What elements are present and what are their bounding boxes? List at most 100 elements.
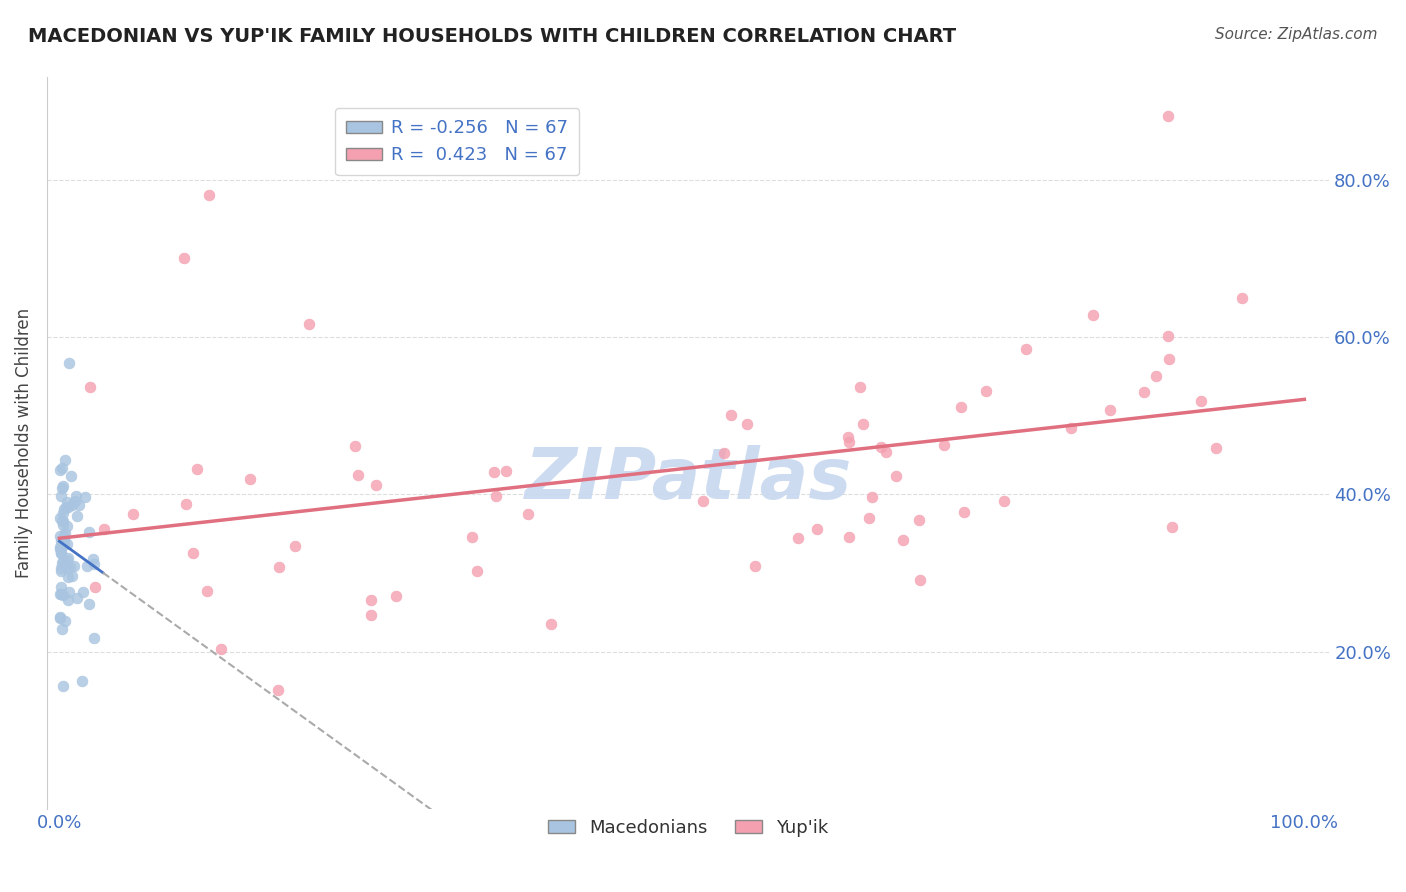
Point — [63, 493, 86, 508]
Point — [735, 417, 758, 431]
Point — [267, 682, 290, 697]
Point — [269, 560, 291, 574]
Point — [49, 611, 72, 625]
Point — [949, 401, 972, 415]
Point — [49, 561, 72, 575]
Point — [174, 497, 197, 511]
Point — [51, 546, 73, 560]
Point — [384, 589, 406, 603]
Point — [720, 408, 742, 422]
Point — [713, 445, 735, 459]
Legend: Macedonians, Yup'ik: Macedonians, Yup'ik — [540, 812, 835, 844]
Point — [67, 498, 90, 512]
Point — [53, 502, 76, 516]
Point — [58, 356, 80, 370]
Point — [84, 580, 107, 594]
Point — [284, 539, 307, 553]
Point — [70, 673, 93, 688]
Point — [49, 541, 72, 556]
Point — [59, 560, 82, 574]
Point — [72, 584, 94, 599]
Point — [49, 511, 72, 525]
Point — [891, 533, 914, 548]
Point — [49, 587, 72, 601]
Point — [239, 472, 262, 486]
Point — [806, 522, 828, 536]
Point — [52, 518, 75, 533]
Point — [58, 593, 80, 607]
Point — [49, 541, 72, 555]
Point — [56, 561, 79, 575]
Point — [1060, 421, 1083, 435]
Point — [79, 380, 101, 394]
Point — [49, 540, 72, 554]
Point — [870, 440, 893, 454]
Point — [49, 463, 72, 477]
Point — [993, 494, 1015, 508]
Point — [344, 439, 367, 453]
Point — [56, 553, 79, 567]
Point — [860, 491, 883, 505]
Point — [974, 384, 997, 398]
Point — [1157, 329, 1180, 343]
Point — [52, 679, 75, 693]
Point — [51, 623, 73, 637]
Point — [51, 556, 73, 570]
Y-axis label: Family Households with Children: Family Households with Children — [15, 309, 32, 578]
Point — [58, 570, 80, 584]
Point — [485, 489, 508, 503]
Point — [83, 632, 105, 646]
Point — [51, 514, 73, 528]
Point — [53, 526, 76, 541]
Point — [482, 465, 505, 479]
Point — [360, 592, 382, 607]
Text: MACEDONIAN VS YUP'IK FAMILY HOUSEHOLDS WITH CHILDREN CORRELATION CHART: MACEDONIAN VS YUP'IK FAMILY HOUSEHOLDS W… — [28, 27, 956, 45]
Point — [49, 546, 72, 560]
Point — [517, 507, 540, 521]
Point — [76, 559, 98, 574]
Point — [49, 529, 72, 543]
Point — [60, 568, 83, 582]
Point — [55, 537, 77, 551]
Point — [52, 554, 75, 568]
Point — [1189, 393, 1212, 408]
Point — [51, 489, 73, 503]
Point — [49, 564, 72, 578]
Point — [82, 552, 104, 566]
Point — [63, 559, 86, 574]
Point — [83, 557, 105, 571]
Point — [58, 585, 80, 599]
Point — [1159, 352, 1181, 367]
Point — [495, 464, 517, 478]
Point — [952, 505, 974, 519]
Point — [934, 438, 956, 452]
Point — [838, 530, 860, 544]
Point — [52, 588, 75, 602]
Point — [1098, 403, 1121, 417]
Point — [51, 534, 73, 549]
Point — [360, 607, 382, 622]
Point — [692, 494, 714, 508]
Point — [52, 533, 75, 548]
Point — [53, 529, 76, 543]
Point — [55, 494, 77, 508]
Point — [1160, 520, 1182, 534]
Point — [66, 508, 89, 523]
Point — [1156, 109, 1178, 123]
Point — [1132, 384, 1154, 399]
Point — [49, 610, 72, 624]
Point — [884, 469, 907, 483]
Point — [1015, 343, 1038, 357]
Point — [55, 519, 77, 533]
Point — [1230, 291, 1253, 305]
Point — [58, 551, 80, 566]
Point — [59, 469, 82, 483]
Point — [52, 514, 75, 528]
Point — [66, 591, 89, 605]
Point — [852, 417, 875, 431]
Point — [62, 498, 84, 512]
Point — [52, 479, 75, 493]
Point — [65, 489, 87, 503]
Point — [907, 513, 929, 527]
Point — [77, 597, 100, 611]
